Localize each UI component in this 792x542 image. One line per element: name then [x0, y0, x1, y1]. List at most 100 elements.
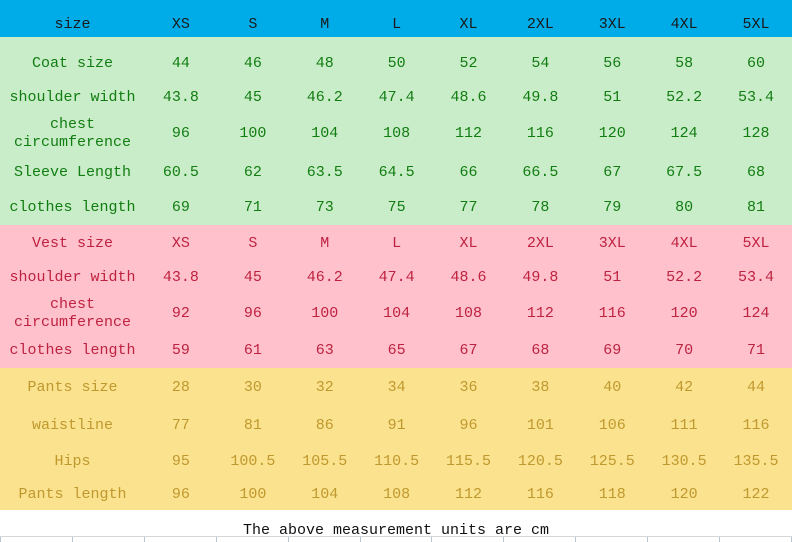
coat-value-cell: 52.2 [666, 89, 703, 106]
pants-row-label: waistline [31, 417, 113, 434]
header-size-l: L [392, 16, 402, 33]
coat-value-cell: 54 [531, 55, 550, 72]
vest-value-cell: 96 [243, 304, 262, 322]
vest-row-label: chest circumference [13, 295, 132, 331]
pants-value-cell: 105.5 [302, 453, 348, 470]
coat-value-cell: 46.2 [306, 89, 343, 106]
pants-value-cell: 32 [315, 379, 334, 396]
vest-value-cell: 45 [243, 269, 262, 286]
vest-value-cell: 49.8 [522, 269, 559, 286]
pants-value-cell: 34 [387, 379, 406, 396]
header-size-xl: XL [459, 16, 478, 33]
vest-value-cell: 124 [742, 304, 770, 322]
coat-value-cell: 108 [383, 125, 411, 142]
vest-value-cell: 67 [459, 342, 478, 359]
vest-value-cell: 68 [531, 342, 550, 359]
coat-row: Sleeve Length 60.5 62 63.5 64.5 66 66.5 67 67.5 6… [0, 155, 792, 191]
coat-value-cell: 78 [531, 199, 550, 216]
vest-value-cell: 100 [311, 304, 339, 322]
pants-value-cell: 108 [383, 486, 411, 503]
vest-value-cell: 104 [383, 304, 411, 322]
pants-value-cell: 104 [311, 486, 339, 503]
vest-value-cell: XL [459, 235, 478, 252]
header-size-5xl: 5XL [742, 16, 770, 33]
pants-value-cell: 125.5 [589, 453, 635, 470]
pants-value-cell: 110.5 [374, 453, 420, 470]
coat-value-cell: 60.5 [162, 164, 199, 181]
coat-value-cell: 68 [747, 164, 766, 181]
section-pants: Pants size 28 30 32 34 36 38 40 42 44 waistline 77 8… [0, 368, 792, 510]
pants-value-cell: 95 [171, 453, 190, 470]
coat-row: clothes length 69 71 73 75 77 78 79 80 81 [0, 191, 792, 225]
vest-value-cell: 92 [171, 304, 190, 322]
pants-value-cell: 38 [531, 379, 550, 396]
pants-value-cell: 77 [171, 417, 190, 434]
grid-tick [720, 537, 792, 542]
coat-value-cell: 43.8 [162, 89, 199, 106]
pants-value-cell: 86 [315, 417, 334, 434]
pants-value-cell: 100.5 [230, 453, 276, 470]
pants-row: waistline 77 81 86 91 96 101 106 111 116 [0, 408, 792, 444]
coat-value-cell: 80 [675, 199, 694, 216]
vest-row: chest circumference 92 96 100 104 108 112 116 12… [0, 293, 792, 334]
header-size-2xl: 2XL [526, 16, 554, 33]
coat-value-cell: 79 [603, 199, 622, 216]
section-coat: Coat size 44 46 48 50 52 54 56 58 60 shoulder widt… [0, 37, 792, 225]
pants-value-cell: 36 [459, 379, 478, 396]
vest-value-cell: 43.8 [162, 269, 199, 286]
grid-tick [0, 537, 73, 542]
vest-value-cell: 4XL [670, 235, 698, 252]
coat-value-cell: 104 [311, 125, 339, 142]
coat-row-label: shoulder width [9, 89, 136, 106]
vest-value-cell: 112 [526, 304, 554, 322]
vest-value-cell: 59 [171, 342, 190, 359]
pants-value-cell: 122 [742, 486, 770, 503]
coat-value-cell: 58 [675, 55, 694, 72]
vest-value-cell: 47.4 [378, 269, 415, 286]
coat-row-label: Coat size [31, 55, 113, 72]
pants-value-cell: 40 [603, 379, 622, 396]
pants-value-cell: 116 [526, 486, 554, 503]
coat-value-cell: 45 [243, 89, 262, 106]
pants-value-cell: 44 [747, 379, 766, 396]
vest-value-cell: 71 [747, 342, 766, 359]
vest-value-cell: 108 [454, 304, 482, 322]
coat-value-cell: 124 [670, 125, 698, 142]
vest-value-cell: 63 [315, 342, 334, 359]
vest-row-label: shoulder width [9, 269, 136, 286]
coat-value-cell: 49.8 [522, 89, 559, 106]
pants-row-label: Pants size [27, 379, 118, 396]
coat-value-cell: 60 [747, 55, 766, 72]
header-size-xs: XS [171, 16, 190, 33]
coat-row-label: clothes length [9, 199, 136, 216]
pants-value-cell: 30 [243, 379, 262, 396]
pants-value-cell: 106 [598, 417, 626, 434]
vest-value-cell: 65 [387, 342, 406, 359]
coat-value-cell: 75 [387, 199, 406, 216]
vest-value-cell: 48.6 [450, 269, 487, 286]
header-size-s: S [248, 16, 258, 33]
coat-value-cell: 47.4 [378, 89, 415, 106]
vest-value-cell: 61 [243, 342, 262, 359]
pants-row-label: Hips [54, 453, 91, 470]
pants-value-cell: 120 [670, 486, 698, 503]
vest-value-cell: 70 [675, 342, 694, 359]
grid-tick [289, 537, 361, 542]
grid-tick [576, 537, 649, 542]
coat-row: Coat size 44 46 48 50 52 54 56 58 60 [0, 37, 792, 83]
coat-value-cell: 77 [459, 199, 478, 216]
coat-row: shoulder width 43.8 45 46.2 47.4 48.6 49.8 51 52… [0, 83, 792, 113]
pants-value-cell: 96 [171, 486, 190, 503]
coat-value-cell: 62 [243, 164, 262, 181]
vest-row: clothes length 59 61 63 65 67 68 69 70 71 [0, 334, 792, 368]
header-size-3xl: 3XL [598, 16, 626, 33]
grid-tick [217, 537, 289, 542]
coat-value-cell: 44 [171, 55, 190, 72]
coat-value-cell: 56 [603, 55, 622, 72]
coat-value-cell: 53.4 [738, 89, 775, 106]
vest-row-label: Vest size [31, 235, 113, 252]
units-note: The above measurement units are cm [242, 522, 550, 539]
header-size-m: M [320, 16, 330, 33]
header-size-4xl: 4XL [670, 16, 698, 33]
